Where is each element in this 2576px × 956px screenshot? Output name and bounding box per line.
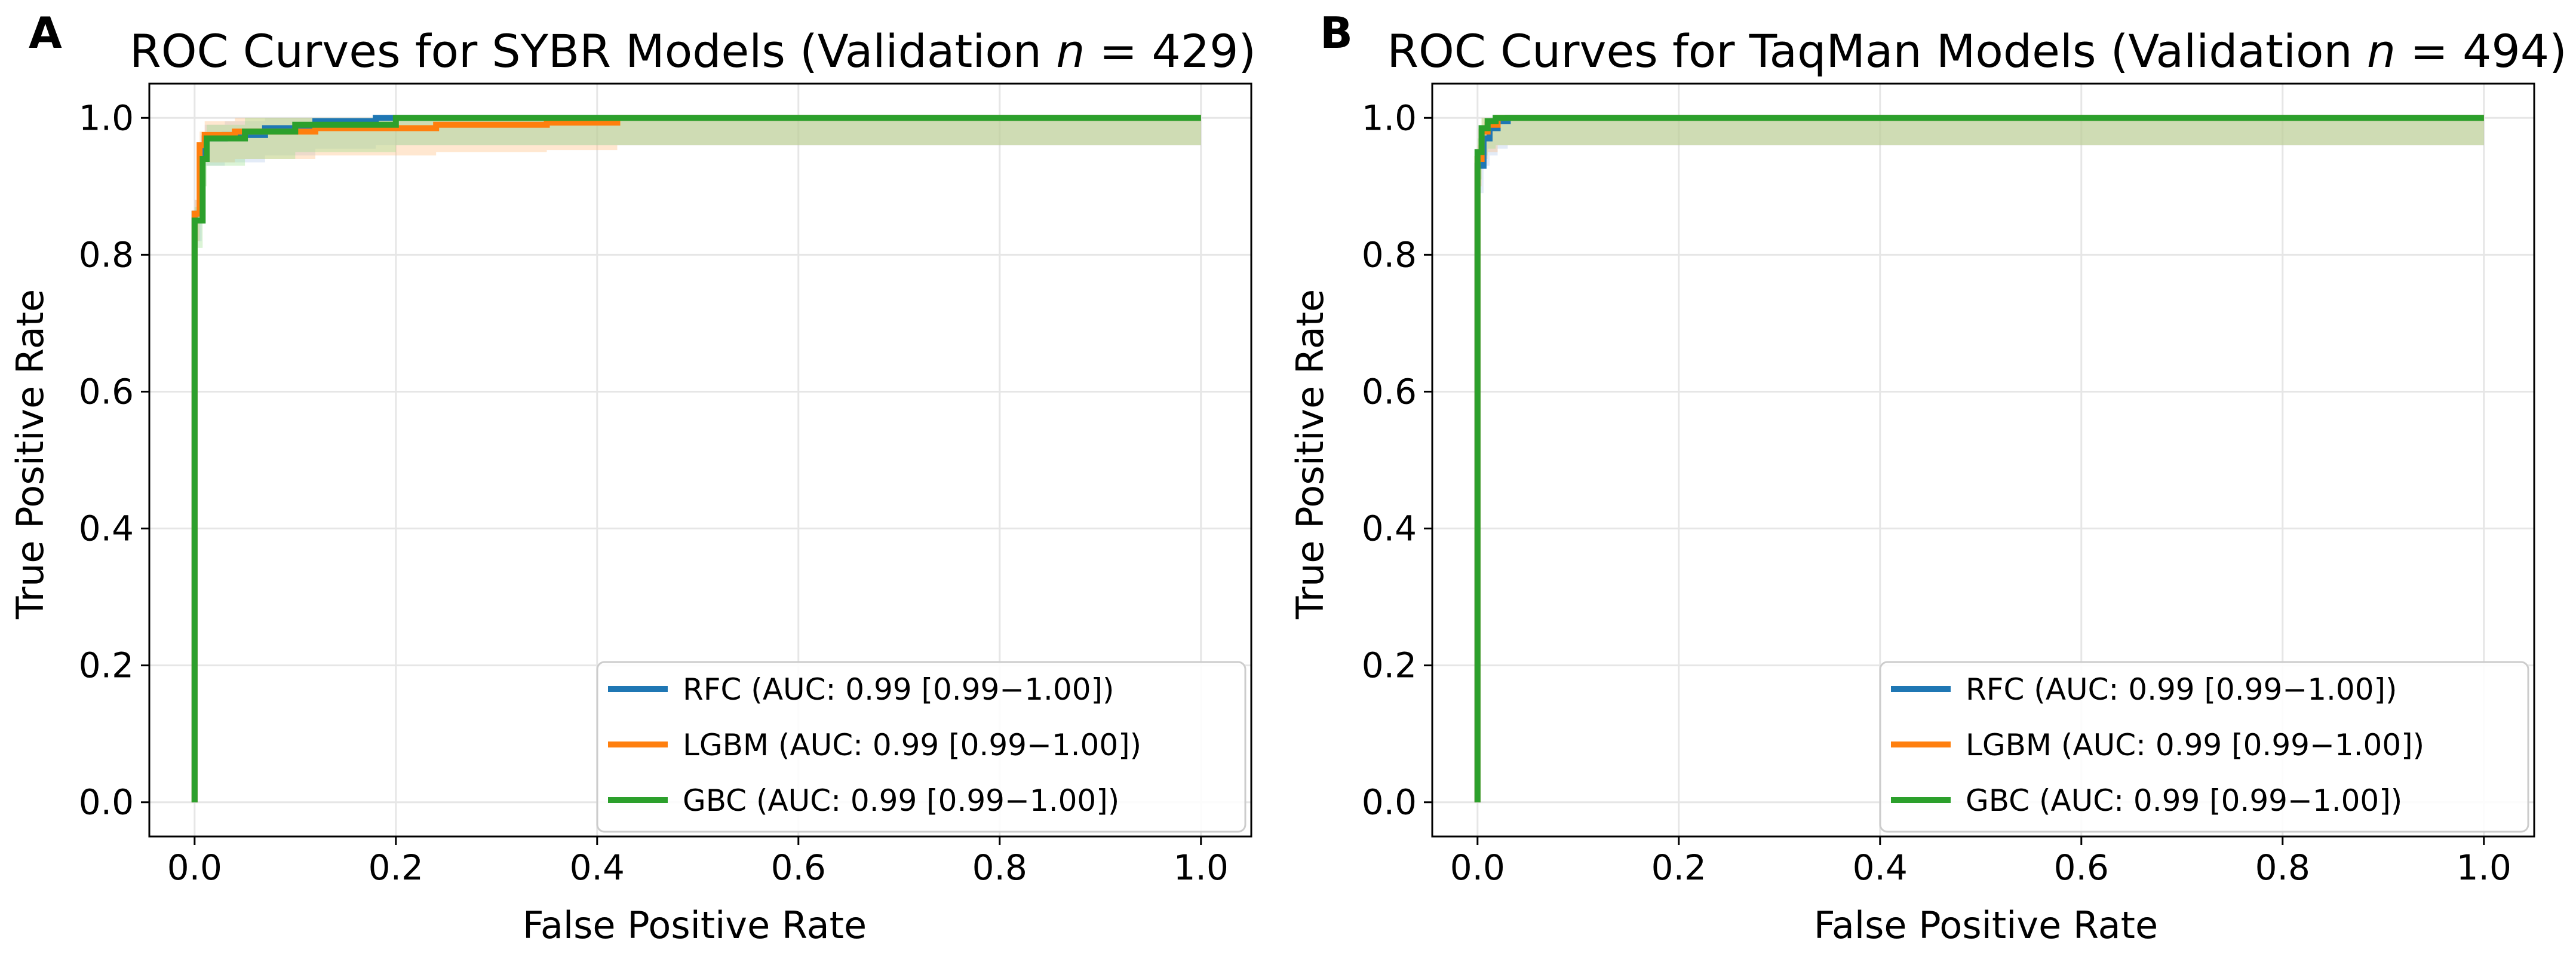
roc-curves [1474, 115, 2484, 802]
ticks: 0.0 0.2 0.4 0.6 0.8 1.0 0.0 0.2 0.4 0.6 0.8 1.0 [79, 97, 1229, 888]
y-tick-label: 0.8 [79, 234, 134, 275]
x-tick-label: 0.4 [570, 847, 625, 888]
y-tick-label: 1.0 [1362, 97, 1417, 138]
x-tick-label: 0.8 [972, 847, 1027, 888]
y-tick-label: 0.0 [79, 782, 134, 823]
panel-a-sybr: A ROC Curves for SYBR Models (Validation… [8, 8, 1256, 947]
roc-curves [191, 115, 1201, 802]
y-tick-label: 0.8 [1362, 234, 1417, 275]
x-tick-label: 1.0 [1174, 847, 1229, 888]
panel-letter: B [1320, 8, 1353, 58]
roc-curve-line [191, 115, 1201, 802]
legend-label-rfc: RFC (AUC: 0.99 [0.99−1.00]) [683, 672, 1114, 707]
x-tick-label: 0.2 [1651, 847, 1706, 888]
legend-label-lgbm: LGBM (AUC: 0.99 [0.99−1.00]) [1966, 728, 2424, 762]
y-tick-label: 0.4 [79, 508, 134, 549]
chart-title: ROC Curves for SYBR Models (Validation n… [130, 24, 1256, 78]
y-tick-label: 0.0 [1362, 782, 1417, 823]
legend: RFC (AUC: 0.99 [0.99−1.00]) LGBM (AUC: 0… [1879, 661, 2529, 833]
legend-label-lgbm: LGBM (AUC: 0.99 [0.99−1.00]) [683, 728, 1141, 762]
x-tick-label: 0.8 [2255, 847, 2310, 888]
y-axis-label: True Positive Rate [8, 289, 52, 620]
x-tick-label: 0.0 [1450, 847, 1505, 888]
legend-box [596, 661, 1246, 833]
y-tick-label: 1.0 [79, 97, 134, 138]
legend-box [1879, 661, 2529, 833]
x-axis-label: False Positive Rate [523, 903, 867, 947]
x-tick-label: 0.6 [2054, 847, 2109, 888]
chart-title: ROC Curves for TaqMan Models (Validation… [1387, 24, 2567, 78]
panel-letter: A [29, 8, 62, 58]
roc-curve-line [191, 115, 1201, 802]
x-tick-label: 0.4 [1853, 847, 1908, 888]
plot-frame [148, 82, 1252, 838]
y-tick-label: 0.4 [1362, 508, 1417, 549]
roc-curve-line [1474, 115, 2484, 802]
legend-label-rfc: RFC (AUC: 0.99 [0.99−1.00]) [1966, 672, 2397, 707]
panel-b-taqman: B ROC Curves for TaqMan Models (Validati… [1288, 8, 2567, 947]
y-tick-label: 0.6 [1362, 371, 1417, 412]
x-tick-label: 0.0 [167, 847, 222, 888]
y-axis-label: True Positive Rate [1288, 289, 1332, 620]
y-tick-label: 0.2 [1362, 645, 1417, 686]
legend-label-gbc: GBC (AUC: 0.99 [0.99−1.00]) [683, 783, 1119, 818]
legend-label-gbc: GBC (AUC: 0.99 [0.99−1.00]) [1966, 783, 2402, 818]
x-axis-label: False Positive Rate [1814, 903, 2158, 947]
x-tick-label: 0.2 [369, 847, 423, 888]
plot-frame [1431, 82, 2535, 838]
ticks: 0.0 0.2 0.4 0.6 0.8 1.0 0.0 0.2 0.4 0.6 0.8 1.0 [1362, 97, 2511, 888]
x-tick-label: 0.6 [771, 847, 826, 888]
x-tick-label: 1.0 [2457, 847, 2511, 888]
y-tick-label: 0.6 [79, 371, 134, 412]
legend: RFC (AUC: 0.99 [0.99−1.00]) LGBM (AUC: 0… [596, 661, 1246, 833]
y-tick-label: 0.2 [79, 645, 134, 686]
